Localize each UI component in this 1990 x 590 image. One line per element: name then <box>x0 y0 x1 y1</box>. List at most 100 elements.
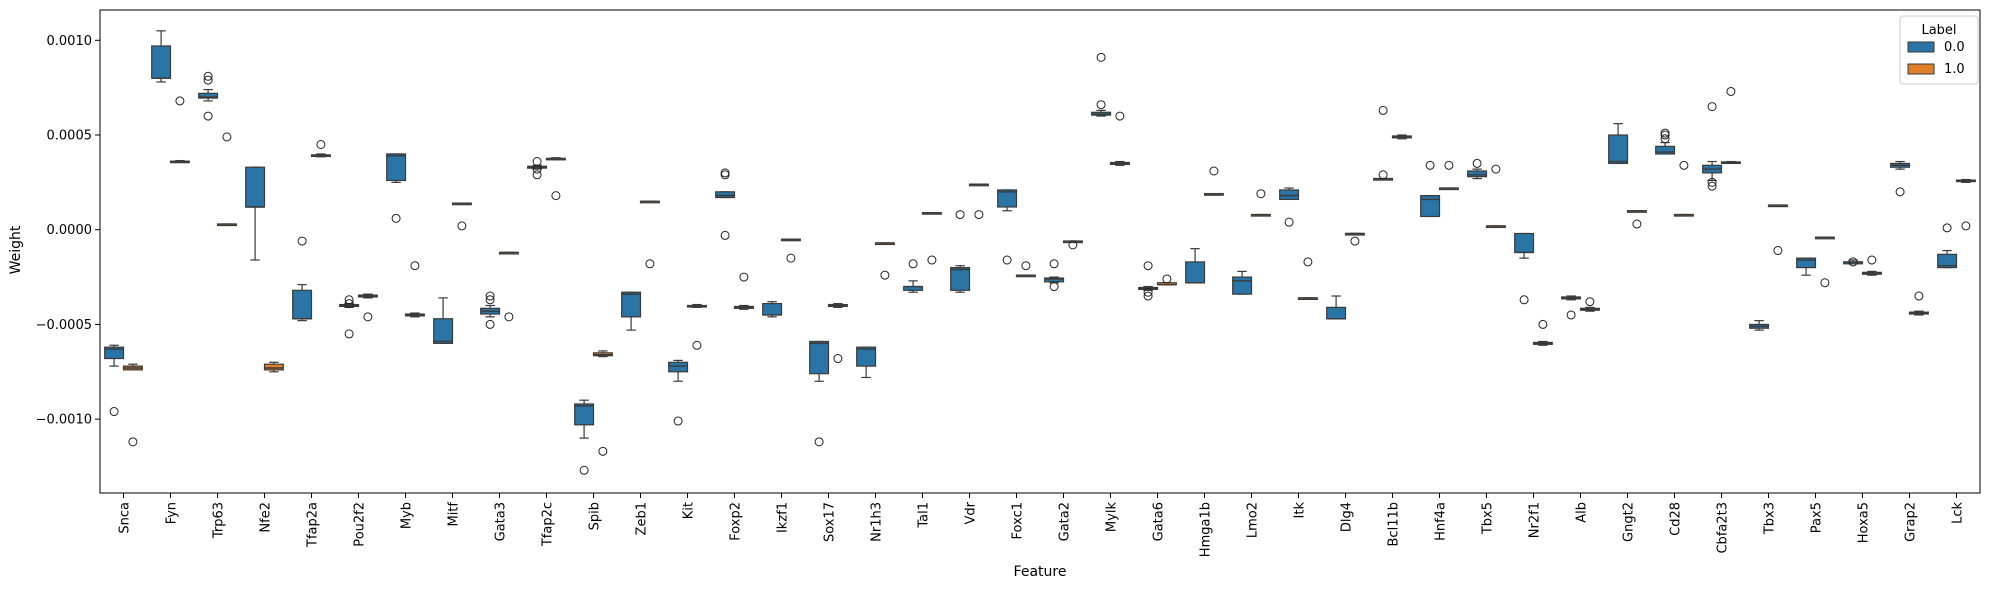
x-tick-label: Alb <box>1575 502 1590 523</box>
outlier-point <box>297 236 307 246</box>
box-Foxc1-0.0 <box>997 189 1018 265</box>
box-Kit-0.0 <box>668 359 689 426</box>
outlier-point <box>1143 261 1153 271</box>
box-Zeb1-1.0 <box>639 200 660 269</box>
outlier-point <box>175 96 185 106</box>
x-tick-label: Snca <box>118 502 133 534</box>
y-tick-label: 0.0005 <box>47 129 93 144</box>
outlier-point <box>1425 160 1435 170</box>
x-axis-label: Feature <box>1014 564 1067 580</box>
outlier-point <box>1350 236 1360 246</box>
box-Mitf-1.0 <box>451 202 472 231</box>
x-tick-label: Gata2 <box>1058 502 1073 541</box>
legend-title: Label <box>1921 23 1956 38</box>
x-tick-label: Myb <box>400 502 415 529</box>
x-tick-label: Mylk <box>1105 502 1120 533</box>
box-Vdr-1.0 <box>968 183 989 220</box>
outlier-point <box>222 132 232 142</box>
outlier-point <box>1707 102 1717 112</box>
box-Ikzf1-0.0 <box>762 301 783 318</box>
box-iqr <box>715 191 736 199</box>
outlier-point <box>1049 282 1059 292</box>
outlier-point <box>927 255 937 265</box>
outlier-point <box>1002 255 1012 265</box>
box-iqr <box>386 153 407 182</box>
outlier-point <box>1773 246 1783 256</box>
box-iqr <box>263 363 284 371</box>
x-tick-label: Gata3 <box>494 502 509 541</box>
outlier-point <box>1566 310 1576 320</box>
box-iqr <box>762 302 783 316</box>
x-tick-label: Gngt2 <box>1622 502 1637 542</box>
outlier-point <box>1162 274 1172 284</box>
box-Foxp2-1.0 <box>733 272 754 310</box>
outlier-point <box>598 446 608 456</box>
outlier-point <box>1632 219 1642 229</box>
box-Nr2f1-0.0 <box>1514 232 1535 305</box>
box-iqr <box>621 291 642 318</box>
box-Lmo2-0.0 <box>1232 270 1253 295</box>
outlier-point <box>551 191 561 201</box>
outlier-point <box>974 210 984 220</box>
box-Cbfa2t3-1.0 <box>1720 86 1741 165</box>
box-iqr <box>1326 306 1347 320</box>
box-Gata2-1.0 <box>1062 240 1083 250</box>
x-tick-label: Cd28 <box>1669 502 1684 536</box>
box-Grap2-1.0 <box>1908 291 1929 316</box>
box-Cd28-0.0 <box>1655 128 1676 155</box>
outlier-point <box>1848 257 1858 267</box>
box-Hnf4a-1.0 <box>1438 160 1459 191</box>
outlier-point <box>203 75 213 85</box>
box-Lck-0.0 <box>1937 223 1958 269</box>
box-Pax5-0.0 <box>1796 257 1817 276</box>
box-Gngt2-0.0 <box>1608 123 1629 165</box>
x-tick-label: Grap2 <box>1904 502 1919 542</box>
outlier-point <box>316 139 326 149</box>
box-iqr <box>997 189 1018 208</box>
box-Hoxa5-0.0 <box>1843 257 1864 267</box>
box-Foxc1-1.0 <box>1015 261 1036 278</box>
box-Tfap2c-1.0 <box>545 157 566 201</box>
box-Ikzf1-1.0 <box>780 238 801 263</box>
box-Itk-0.0 <box>1279 187 1300 227</box>
x-tick-label: Bcl11b <box>1387 502 1402 546</box>
outlier-point <box>344 299 354 309</box>
x-tick-label: Mitf <box>447 502 462 527</box>
box-Dlg4-0.0 <box>1326 295 1347 320</box>
outlier-point <box>109 407 119 417</box>
outlier-point <box>532 164 542 174</box>
box-iqr <box>1044 277 1065 283</box>
box-iqr <box>1796 257 1817 269</box>
x-tick-label: Nr1h3 <box>870 502 885 542</box>
x-tick-label: Hmga1b <box>1199 502 1214 557</box>
outlier-point <box>1068 240 1078 250</box>
x-tick-label: Sox17 <box>823 502 838 542</box>
box-iqr <box>668 361 689 373</box>
box-Snca-1.0 <box>122 363 143 447</box>
x-tick-label: Gata6 <box>1152 502 1167 541</box>
outlier-point <box>1895 187 1905 197</box>
box-Mitf-0.0 <box>433 297 454 344</box>
box-Kit-1.0 <box>686 303 707 350</box>
x-tick-label: Tal1 <box>917 502 932 529</box>
outlier-point <box>532 170 542 180</box>
outlier-point <box>1284 217 1294 227</box>
box-iqr <box>856 346 877 367</box>
box-Cd28-1.0 <box>1673 160 1694 217</box>
box-iqr <box>574 403 595 426</box>
box-Lck-1.0 <box>1955 178 1976 231</box>
box-Gata3-0.0 <box>480 291 501 329</box>
outlier-point <box>1942 223 1952 233</box>
legend-entry-1: 1.0 <box>1944 62 1965 77</box>
box-Zeb1-0.0 <box>621 291 642 331</box>
x-tick-label: Ikzf1 <box>776 502 791 533</box>
box-Trp63-0.0 <box>198 71 219 121</box>
x-tick-label: Foxc1 <box>1011 502 1026 539</box>
box-iqr <box>950 267 971 291</box>
outlier-point <box>1867 255 1877 265</box>
box-Fyn-1.0 <box>169 96 190 164</box>
x-tick-label: Tfap2a <box>306 502 321 548</box>
x-tick-label: Nr2f1 <box>1528 502 1543 538</box>
x-tick-label: Zeb1 <box>635 502 650 535</box>
box-Spib-0.0 <box>574 399 595 475</box>
